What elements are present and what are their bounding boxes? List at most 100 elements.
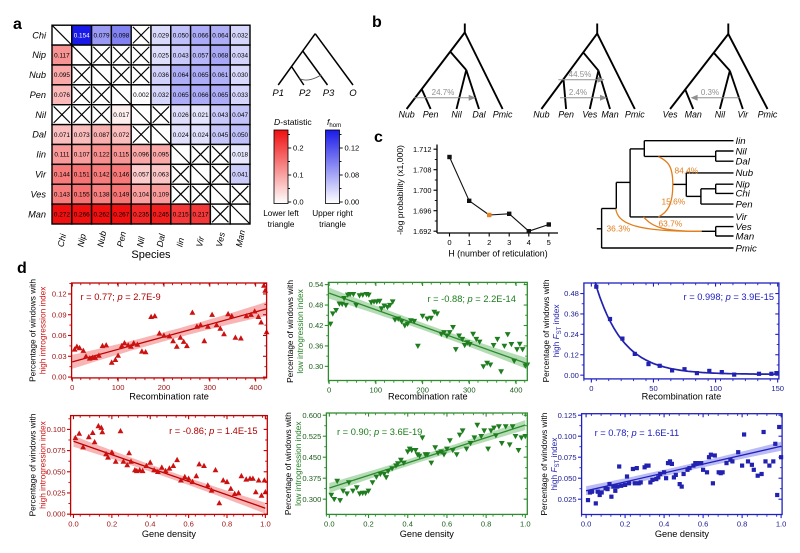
svg-text:1.708: 1.708 — [413, 165, 432, 174]
svg-text:Pmic: Pmic — [493, 109, 513, 119]
svg-text:Iin: Iin — [174, 237, 186, 248]
svg-text:r = 0.998; p = 3.9E-15: r = 0.998; p = 3.9E-15 — [684, 292, 774, 302]
svg-text:2.4%: 2.4% — [569, 88, 587, 97]
svg-text:0.12: 0.12 — [345, 144, 360, 153]
svg-text:0.117: 0.117 — [54, 52, 70, 59]
svg-text:1.692: 1.692 — [413, 227, 432, 236]
svg-text:r = 0.77; p = 2.7E-9: r = 0.77; p = 2.7E-9 — [81, 292, 161, 302]
svg-text:Pen: Pen — [30, 90, 46, 100]
svg-text:Man: Man — [28, 209, 46, 219]
svg-text:0.262: 0.262 — [94, 211, 110, 218]
svg-text:0.30: 0.30 — [309, 362, 324, 371]
svg-text:Dal: Dal — [32, 130, 47, 140]
svg-text:0.061: 0.061 — [212, 72, 228, 79]
svg-text:0.0: 0.0 — [324, 520, 335, 529]
svg-text:15.6%: 15.6% — [662, 197, 686, 207]
svg-text:0.154: 0.154 — [74, 32, 90, 39]
svg-text:0.1: 0.1 — [293, 171, 304, 180]
svg-text:1.0: 1.0 — [260, 520, 271, 529]
svg-text:fhom: fhom — [327, 117, 341, 129]
svg-text:0.047: 0.047 — [232, 112, 248, 119]
svg-text:Percentage of windows with: Percentage of windows with — [27, 279, 37, 382]
svg-text:Nip: Nip — [75, 233, 88, 248]
svg-text:0.017: 0.017 — [113, 112, 129, 119]
svg-text:Man: Man — [601, 109, 618, 119]
svg-text:0.146: 0.146 — [113, 172, 129, 179]
svg-text:36.3%: 36.3% — [607, 224, 631, 234]
svg-text:P1: P1 — [272, 88, 284, 99]
svg-text:0.032: 0.032 — [153, 92, 169, 99]
svg-text:0.122: 0.122 — [94, 152, 110, 159]
svg-text:0.095: 0.095 — [54, 72, 70, 79]
svg-text:Recombination rate: Recombination rate — [642, 392, 722, 402]
svg-text:Chi: Chi — [56, 232, 69, 248]
svg-text:1.712: 1.712 — [413, 145, 432, 154]
svg-text:Iin: Iin — [736, 136, 746, 147]
svg-text:0.075: 0.075 — [47, 446, 66, 455]
svg-text:0.109: 0.109 — [153, 192, 169, 199]
svg-text:300: 300 — [203, 383, 216, 392]
svg-text:Nub: Nub — [736, 168, 754, 179]
svg-text:0.065: 0.065 — [193, 72, 209, 79]
svg-text:Nub: Nub — [398, 109, 414, 119]
svg-text:0.095: 0.095 — [153, 152, 169, 159]
svg-text:0.079: 0.079 — [94, 32, 110, 39]
svg-text:Percentage of windows with: Percentage of windows with — [539, 412, 549, 515]
svg-text:1.0: 1.0 — [520, 520, 531, 529]
svg-text:0.064: 0.064 — [173, 72, 189, 79]
svg-text:Iin: Iin — [36, 150, 46, 160]
svg-text:0.144: 0.144 — [54, 172, 70, 179]
svg-text:Dal: Dal — [736, 157, 751, 168]
svg-text:24.7%: 24.7% — [432, 88, 455, 97]
svg-text:0.0: 0.0 — [68, 520, 79, 529]
svg-text:0.267: 0.267 — [113, 211, 129, 218]
svg-text:Ves: Ves — [31, 189, 47, 199]
svg-text:Species: Species — [131, 249, 171, 261]
svg-text:4: 4 — [527, 238, 531, 247]
svg-text:Gene density: Gene density — [142, 529, 197, 539]
svg-text:0.100: 0.100 — [47, 425, 66, 434]
svg-text:0.087: 0.087 — [94, 132, 110, 139]
svg-text:O: O — [349, 88, 357, 99]
svg-text:Nil: Nil — [736, 146, 748, 157]
svg-text:0.142: 0.142 — [94, 172, 110, 179]
svg-text:Nub: Nub — [95, 230, 108, 248]
svg-text:Nub: Nub — [29, 70, 46, 80]
svg-text:0.272: 0.272 — [54, 211, 70, 218]
svg-text:200: 200 — [158, 383, 171, 392]
svg-text:Man: Man — [685, 109, 702, 119]
svg-text:100: 100 — [369, 386, 382, 395]
svg-text:0.36: 0.36 — [564, 310, 579, 319]
svg-text:0.09: 0.09 — [52, 310, 67, 319]
svg-text:Pmic: Pmic — [736, 243, 758, 254]
svg-text:0.4: 0.4 — [659, 520, 670, 529]
svg-text:0.8: 0.8 — [222, 520, 233, 529]
svg-text:0.100: 0.100 — [558, 432, 577, 441]
svg-text:high FST index: high FST index — [551, 304, 563, 358]
svg-text:0.3%: 0.3% — [701, 88, 719, 97]
svg-text:Percentage of windows with: Percentage of windows with — [285, 280, 295, 383]
svg-text:0.072: 0.072 — [113, 132, 129, 139]
svg-text:-log probability (x1,000): -log probability (x1,000) — [395, 145, 405, 235]
svg-text:0.025: 0.025 — [153, 52, 169, 59]
svg-text:0.149: 0.149 — [113, 192, 129, 199]
svg-text:Upper right: Upper right — [312, 209, 353, 218]
svg-text:0.050: 0.050 — [232, 132, 248, 139]
svg-text:0.066: 0.066 — [193, 32, 209, 39]
svg-text:1.700: 1.700 — [413, 186, 432, 195]
svg-text:Pmic: Pmic — [758, 109, 778, 119]
svg-text:high introgression index: high introgression index — [38, 420, 48, 508]
svg-text:400: 400 — [249, 383, 262, 392]
svg-text:0.54: 0.54 — [309, 280, 324, 289]
svg-text:Chi: Chi — [736, 189, 751, 200]
svg-text:0.42: 0.42 — [309, 321, 324, 330]
svg-text:r = 0.90; p = 3.6E-19: r = 0.90; p = 3.6E-19 — [337, 427, 422, 437]
svg-text:400: 400 — [510, 386, 523, 395]
svg-text:0.24: 0.24 — [564, 330, 579, 339]
svg-text:0.050: 0.050 — [558, 474, 577, 483]
svg-text:100: 100 — [112, 383, 125, 392]
svg-text:0.057: 0.057 — [193, 52, 209, 59]
svg-text:0.4: 0.4 — [145, 520, 156, 529]
svg-text:0.045: 0.045 — [212, 132, 228, 139]
svg-text:0.235: 0.235 — [133, 211, 149, 218]
